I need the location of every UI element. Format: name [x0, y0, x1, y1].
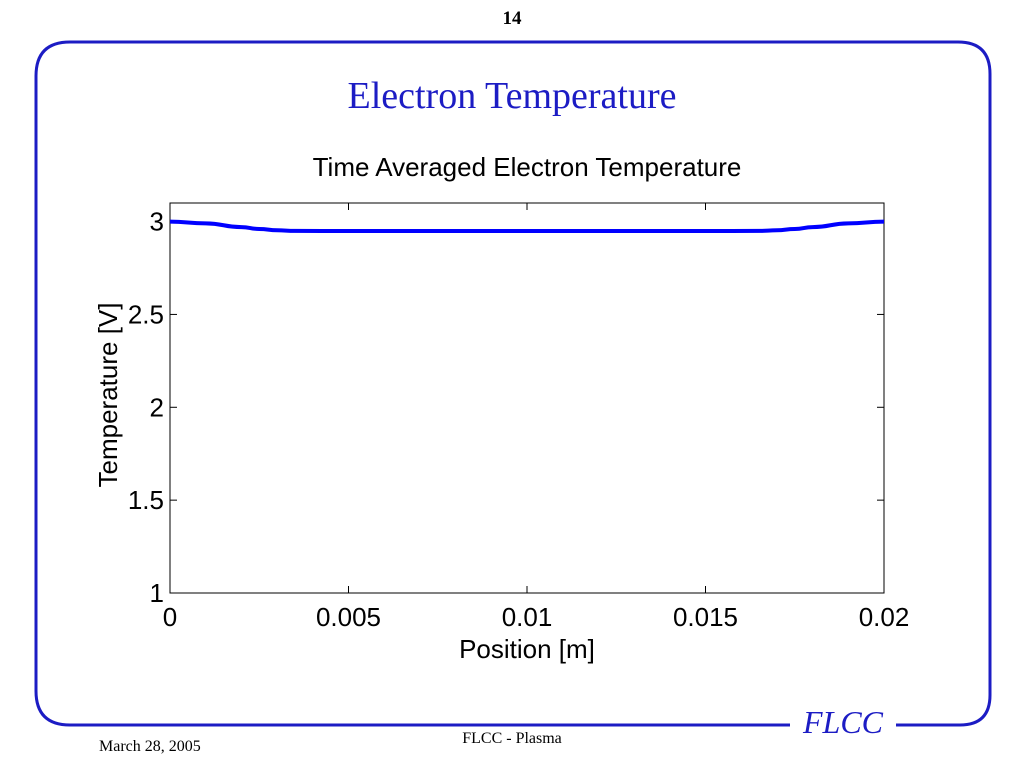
footer-center-text: FLCC - Plasma — [462, 730, 562, 747]
x-tick-label: 0.01 — [502, 602, 553, 632]
chart-title: Time Averaged Electron Temperature — [313, 152, 742, 182]
temperature-series-line — [169, 219, 885, 234]
x-tick-label: 0.005 — [316, 602, 381, 632]
frame-border — [34, 40, 992, 727]
y-tick-label: 2.5 — [128, 299, 164, 329]
footer-date: March 28, 2005 — [99, 738, 201, 755]
y-tick-label: 1 — [150, 578, 164, 608]
y-axis-label: Temperature [V] — [93, 303, 123, 488]
flcc-logo: FLCC — [790, 700, 896, 744]
y-tick-label: 2 — [150, 392, 164, 422]
y-tick-label: 1.5 — [128, 485, 164, 515]
y-axis: 1 1.5 2 2.5 3 — [128, 207, 884, 608]
x-axis: 0 0.005 0.01 0.015 0.02 — [163, 203, 910, 632]
x-tick-label: 0 — [163, 602, 177, 632]
page-number: 14 — [502, 8, 522, 29]
x-tick-label: 0.015 — [673, 602, 738, 632]
x-axis-label: Position [m] — [459, 634, 595, 664]
y-tick-label: 3 — [150, 207, 164, 237]
x-tick-label: 0.02 — [859, 602, 910, 632]
series-group — [169, 219, 885, 234]
slide-title: Electron Temperature — [347, 75, 677, 117]
plot-area — [169, 202, 885, 594]
